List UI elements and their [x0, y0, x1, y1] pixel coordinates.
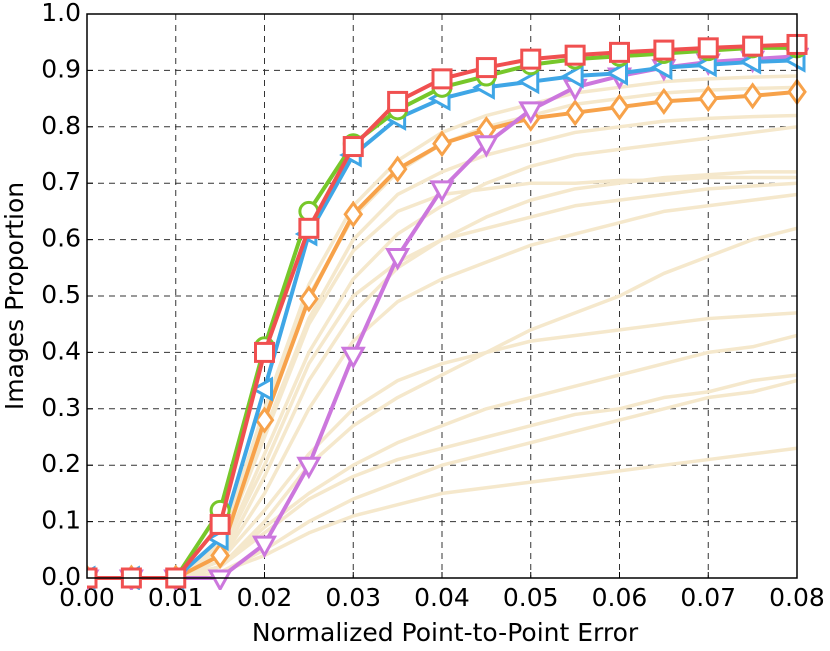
y-tick-label: 0.3 — [41, 393, 81, 422]
marker — [742, 82, 763, 110]
marker — [565, 99, 585, 127]
background-line — [87, 170, 797, 580]
plot-frame — [86, 13, 798, 579]
y-tick-label: 0.6 — [41, 224, 81, 253]
marker — [387, 90, 409, 112]
marker — [343, 200, 364, 228]
background-line — [87, 226, 798, 580]
y-tick-label: 0.0 — [41, 562, 81, 591]
marker — [561, 63, 584, 89]
y-tick-label: 0.5 — [41, 280, 81, 309]
marker — [609, 93, 630, 121]
y-tick-label: 1.0 — [41, 0, 81, 27]
marker — [250, 376, 273, 402]
marker — [654, 87, 674, 115]
marker — [299, 285, 319, 313]
marker — [254, 406, 275, 434]
marker — [251, 535, 278, 559]
marker — [210, 541, 230, 569]
x-axis-label: Normalized Point-to-Point Error — [252, 618, 639, 647]
marker — [473, 135, 499, 158]
x-tick-label: 0.08 — [769, 583, 825, 612]
marker — [209, 513, 231, 535]
marker — [516, 69, 540, 95]
marker — [520, 48, 542, 70]
background-line — [87, 378, 798, 580]
plot — [87, 33, 809, 590]
x-tick-label: 0.03 — [325, 583, 381, 612]
marker — [340, 346, 366, 370]
y-tick-label: 0.7 — [41, 167, 81, 196]
marker — [432, 130, 452, 158]
marker — [564, 44, 586, 66]
marker — [475, 57, 497, 79]
marker — [254, 341, 275, 363]
marker — [207, 569, 233, 590]
marker — [605, 60, 628, 86]
y-tick-label: 0.1 — [41, 506, 81, 535]
x-tick-label: 0.05 — [503, 583, 559, 612]
marker — [698, 85, 719, 113]
marker — [431, 68, 453, 90]
marker — [697, 37, 719, 59]
marker — [296, 456, 322, 480]
marker — [387, 155, 408, 183]
marker — [609, 41, 630, 63]
x-tick-label: 0.02 — [237, 583, 293, 612]
x-tick-label: 0.07 — [680, 583, 736, 612]
y-tick-label: 0.9 — [41, 54, 81, 83]
marker — [342, 136, 364, 158]
x-tick-label: 0.04 — [414, 583, 470, 612]
y-tick-label: 0.2 — [41, 449, 81, 478]
marker — [742, 35, 764, 57]
y-axis-label: Images Proportion — [0, 182, 29, 410]
marker — [385, 248, 411, 271]
marker — [298, 217, 320, 239]
y-tick-label: 0.8 — [41, 111, 81, 140]
marker — [653, 39, 675, 61]
marker — [429, 180, 455, 203]
x-tick-label: 0.06 — [592, 583, 648, 612]
y-tick-label: 0.4 — [41, 336, 81, 365]
marker — [518, 101, 544, 124]
